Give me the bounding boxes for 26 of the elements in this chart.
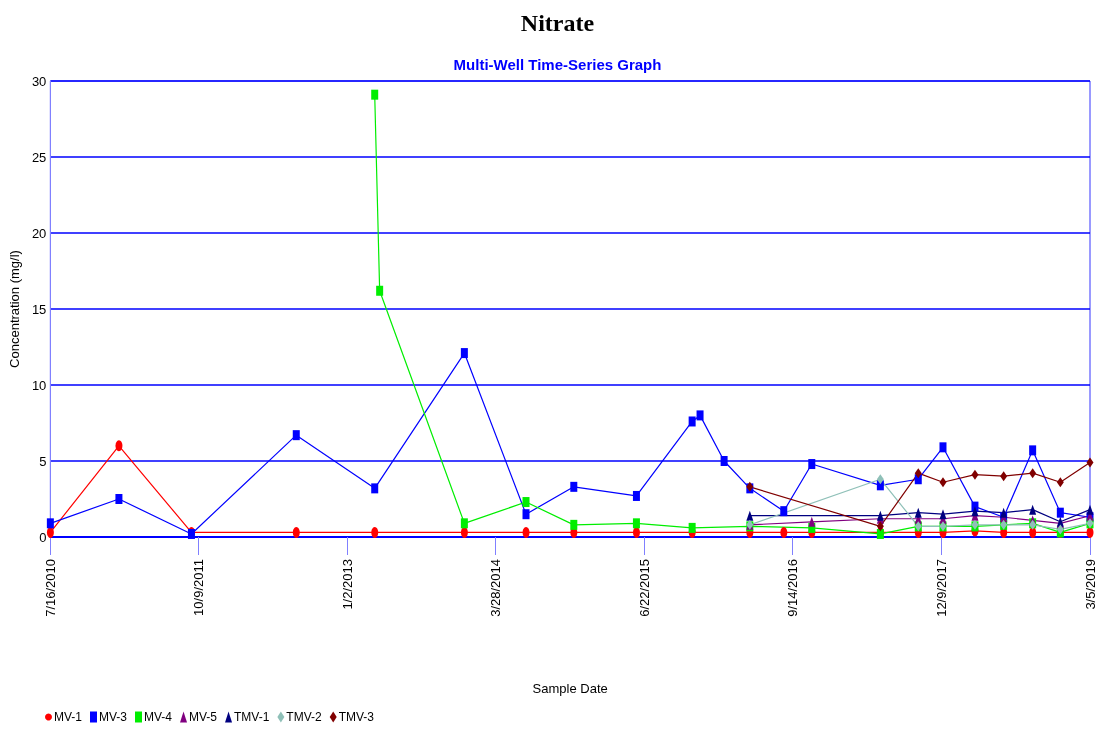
y-tick-label: 0: [39, 529, 47, 545]
legend-label: TMV-3: [338, 710, 375, 724]
y-tick-label: 20: [31, 225, 47, 241]
x-axis-title: Sample Date: [532, 681, 608, 696]
y-tick-label: 10: [31, 377, 47, 393]
legend-label: TMV-1: [234, 710, 270, 724]
y-tick-label: 25: [31, 149, 47, 165]
x-tick-label: 3/28/2014: [488, 559, 504, 617]
x-tick-label: 3/5/2019: [1082, 559, 1098, 610]
legend-label: MV-1: [54, 710, 83, 724]
y-axis-title: Concentration (mg/l): [7, 250, 22, 368]
y-tick-label: 5: [39, 453, 47, 469]
x-tick-label: 7/16/2010: [42, 559, 58, 617]
y-tick-label: 30: [31, 73, 47, 89]
y-tick-label: 15: [31, 301, 47, 317]
x-tick-label: 12/9/2017: [933, 559, 949, 617]
legend-label: MV-3: [99, 710, 128, 724]
legend-label: MV-5: [189, 710, 218, 724]
x-tick-label: 10/9/2011: [191, 559, 207, 616]
legend-label: MV-4: [144, 710, 173, 724]
x-tick-label: 6/22/2015: [636, 559, 652, 617]
chart-title: Nitrate: [520, 10, 595, 36]
x-tick-label: 9/14/2016: [785, 559, 801, 617]
legend-label: TMV-2: [286, 710, 323, 724]
chart-subtitle: Multi-Well Time-Series Graph: [453, 56, 662, 73]
x-tick-label: 1/2/2013: [339, 559, 355, 610]
